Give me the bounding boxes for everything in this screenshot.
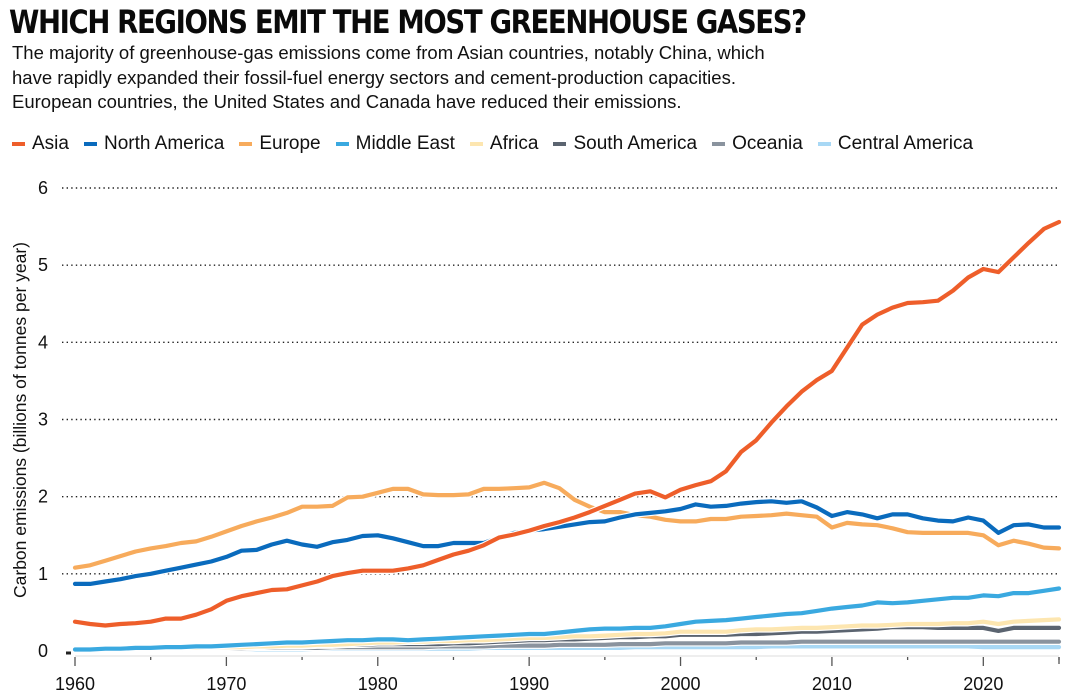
y-tick-label: 6 <box>38 178 48 198</box>
legend-label: Central America <box>837 133 974 154</box>
series-lines <box>71 218 1063 654</box>
y-tick-label: 1 <box>38 564 48 584</box>
x-tick-label: 2000 <box>661 674 701 694</box>
subtitle-line: European countries, the United States an… <box>12 91 682 112</box>
legend-label: Oceania <box>732 133 803 154</box>
series-halo-asia <box>71 218 1063 629</box>
legend-item-middle-east: Middle East <box>335 133 455 155</box>
series-line-middle-east <box>72 586 1062 652</box>
y-tick-label: 0 <box>38 641 48 661</box>
chart-subtitle: The majority of greenhouse-gas emissions… <box>12 41 1062 115</box>
legend-item-africa: Africa <box>469 133 539 155</box>
legend-swatch <box>83 142 97 146</box>
y-axis: 0 1 2 3 4 5 6 <box>38 178 48 661</box>
series-line-north-america <box>72 499 1062 587</box>
series-line-asia <box>72 219 1062 628</box>
legend-item-south-america: South America <box>553 133 697 155</box>
subtitle-line: The majority of greenhouse-gas emissions… <box>12 42 765 63</box>
y-axis-title: Carbon emissions (billions of tonnes per… <box>10 242 30 598</box>
legend-label: Europe <box>259 133 321 154</box>
legend-swatch <box>469 142 483 146</box>
x-tick-label: 1980 <box>358 674 398 694</box>
x-tick-label: 2010 <box>812 674 852 694</box>
legend-swatch <box>12 142 25 146</box>
x-axis: 1960 1970 1980 1990 2000 2010 2020 <box>55 655 1060 694</box>
legend-label: South America <box>573 133 698 154</box>
x-tick-label: 1990 <box>509 674 549 694</box>
gridlines <box>62 187 1059 655</box>
x-tick-label: 1960 <box>55 674 95 694</box>
legend-label: Asia <box>32 133 69 154</box>
legend-item-oceania: Oceania <box>712 133 803 155</box>
x-tick-label: 1970 <box>206 674 246 694</box>
legend-swatch <box>712 142 726 146</box>
legend-item-asia: Asia <box>12 133 69 155</box>
legend-label: Middle East <box>355 133 455 154</box>
subtitle-line: have rapidly expanded their fossil-fuel … <box>12 66 736 88</box>
series-line-europe <box>72 480 1062 570</box>
legend-swatch <box>335 142 349 146</box>
legend-label: Africa <box>489 133 539 154</box>
legend-swatch <box>553 142 567 146</box>
legend-item-central-america: Central America <box>817 133 974 155</box>
legend: Asia North America Europe Middle East Af… <box>12 133 988 155</box>
legend-swatch <box>239 142 253 146</box>
x-tick-label: 2020 <box>963 674 1003 694</box>
chart-title: WHICH REGIONS EMIT THE MOST GREENHOUSE G… <box>9 3 807 41</box>
y-tick-label: 4 <box>38 332 48 352</box>
y-tick-label: 3 <box>38 410 48 430</box>
y-tick-label: 2 <box>38 487 48 507</box>
y-tick-label: 5 <box>38 255 48 275</box>
legend-label: North America <box>103 133 225 154</box>
legend-item-north-america: North America <box>83 133 225 155</box>
legend-swatch <box>817 142 831 146</box>
legend-item-europe: Europe <box>239 133 321 155</box>
